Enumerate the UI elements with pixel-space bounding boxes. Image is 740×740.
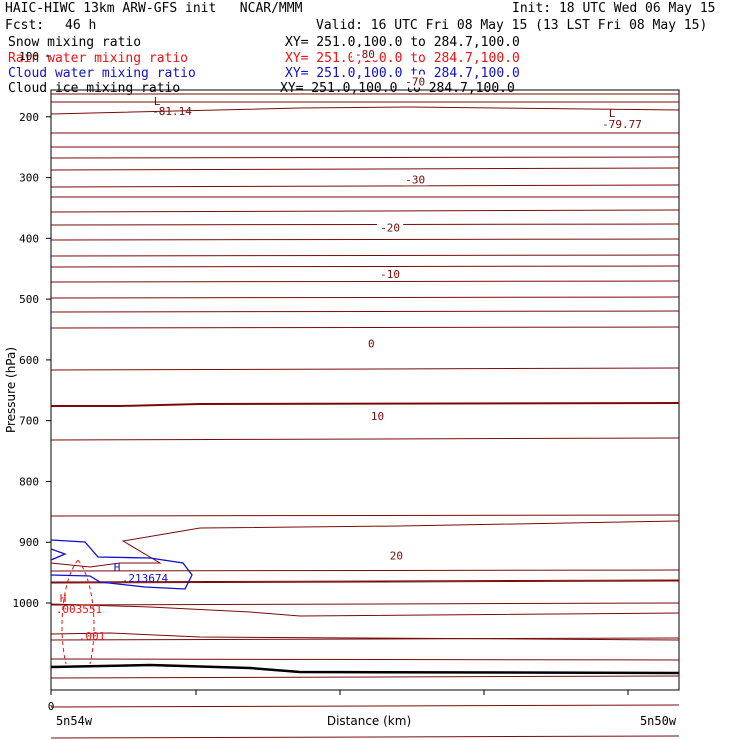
terrain-line bbox=[50, 663, 680, 675]
isotherm-line bbox=[50, 514, 680, 517]
isotherm-label-bg bbox=[377, 267, 404, 281]
high-value-label: .213674 bbox=[122, 572, 169, 585]
isotherm-line bbox=[50, 167, 680, 171]
y-tick-label: 100 bbox=[19, 50, 39, 63]
isotherm-line bbox=[50, 280, 680, 283]
isotherm-line bbox=[50, 209, 680, 213]
isotherm-label: 10 bbox=[371, 410, 384, 423]
isotherm-line bbox=[50, 579, 680, 583]
rain-water-contour bbox=[61, 559, 79, 665]
low-value-label: -79.77 bbox=[602, 118, 642, 131]
isotherm-line bbox=[50, 603, 680, 617]
y-tick-label: 600 bbox=[19, 354, 39, 367]
isotherm-line bbox=[50, 184, 680, 188]
isotherm-label-bg bbox=[358, 336, 385, 350]
high-marker: H bbox=[114, 561, 121, 574]
chart-title: HAIC-HIWC 13km ARW-GFS init NCAR/MMM bbox=[5, 1, 303, 16]
y-tick-label: 1000 bbox=[13, 597, 40, 610]
low-value-label: -81.14 bbox=[152, 105, 192, 118]
isotherm-line bbox=[50, 310, 680, 313]
field-name-cloud-ice: Cloud ice mixing ratio bbox=[8, 81, 181, 96]
isotherm-label-bg bbox=[402, 74, 429, 88]
field-name-rain: Rain water mixing ratio bbox=[8, 51, 189, 66]
fcst-value: 46 h bbox=[65, 18, 97, 33]
isotherm-label: 0 bbox=[368, 337, 375, 350]
isotherm-line bbox=[50, 265, 680, 268]
isotherm-line bbox=[50, 367, 680, 371]
freezing-level-line bbox=[51, 402, 680, 407]
isotherm-line bbox=[50, 658, 680, 661]
low-marker: L bbox=[609, 107, 616, 120]
high-value-label: .003551 bbox=[56, 603, 102, 616]
field-name-cloud-water: Cloud water mixing ratio bbox=[8, 66, 196, 81]
cloud-water-contour bbox=[50, 548, 67, 561]
isotherm-label: -20 bbox=[380, 221, 400, 234]
cloud-water-contour bbox=[50, 539, 193, 590]
field-xy-snow: XY= 251.0,100.0 to 284.7,100.0 bbox=[285, 35, 520, 50]
isotherm-line bbox=[50, 223, 680, 226]
isotherm-line bbox=[50, 254, 680, 257]
y-tick-label: 800 bbox=[19, 475, 39, 488]
isotherm-label-bg bbox=[377, 220, 404, 234]
isotherm-line bbox=[50, 569, 680, 572]
isotherm-label-bg bbox=[383, 548, 410, 562]
isotherm-line bbox=[50, 326, 680, 329]
x-left-label: 5n54w bbox=[56, 714, 93, 728]
y-tick-label: 200 bbox=[19, 111, 39, 124]
y-tick-label: 500 bbox=[19, 293, 39, 306]
x-origin-label: 0 bbox=[48, 700, 55, 713]
plot-frame bbox=[50, 89, 680, 691]
isotherm-label: -70 bbox=[405, 76, 425, 89]
field-xy-cloud-water: XY= 251.0,100.0 to 284.7,100.0 bbox=[285, 66, 520, 81]
init-time: Init: 18 UTC Wed 06 May 15 bbox=[512, 1, 716, 16]
isotherm-line bbox=[50, 156, 680, 159]
isotherm-label-bg bbox=[352, 47, 378, 61]
isotherm-line bbox=[50, 296, 680, 299]
isotherm-line bbox=[50, 106, 680, 115]
rain-contour-label: .001 bbox=[79, 630, 106, 643]
isotherm-line bbox=[50, 602, 680, 606]
field-xy-cloud-ice: XY= 251.0,100.0 to 284.7,100.0 bbox=[280, 81, 515, 96]
y-tick-label: 700 bbox=[19, 415, 39, 428]
isotherm-line bbox=[50, 632, 680, 641]
isotherm-line bbox=[50, 238, 680, 241]
high-marker: H bbox=[60, 592, 67, 605]
y-axis-label: Pressure (hPa) bbox=[4, 347, 18, 433]
low-marker: L bbox=[154, 95, 161, 108]
isotherm-label-bg bbox=[402, 172, 429, 186]
y-tick-label: 900 bbox=[19, 536, 39, 549]
isotherm-line bbox=[50, 520, 680, 568]
isotherm-label-bg bbox=[364, 408, 391, 422]
y-tick-label: 400 bbox=[19, 232, 39, 245]
isotherm-line bbox=[50, 580, 680, 584]
isotherm-label: 20 bbox=[390, 550, 403, 563]
rain-water-contour bbox=[77, 559, 95, 665]
isotherm-line bbox=[50, 704, 680, 708]
field-name-snow: Snow mixing ratio bbox=[8, 35, 142, 50]
isotherm-line bbox=[50, 675, 680, 679]
isotherm-line bbox=[50, 735, 680, 739]
valid-time: Valid: 16 UTC Fri 08 May 15 (13 LST Fri … bbox=[316, 18, 708, 33]
isotherm-label: -80 bbox=[355, 48, 375, 61]
x-right-label: 5n50w bbox=[640, 714, 677, 728]
y-tick-label: 300 bbox=[19, 172, 39, 185]
x-axis-label: Distance (km) bbox=[327, 714, 411, 728]
isotherm-label: -10 bbox=[380, 268, 400, 281]
fcst-label: Fcst: bbox=[5, 18, 45, 33]
isotherm-line bbox=[50, 637, 680, 641]
isotherm-line bbox=[50, 437, 680, 441]
isotherm-label: -30 bbox=[405, 173, 425, 186]
